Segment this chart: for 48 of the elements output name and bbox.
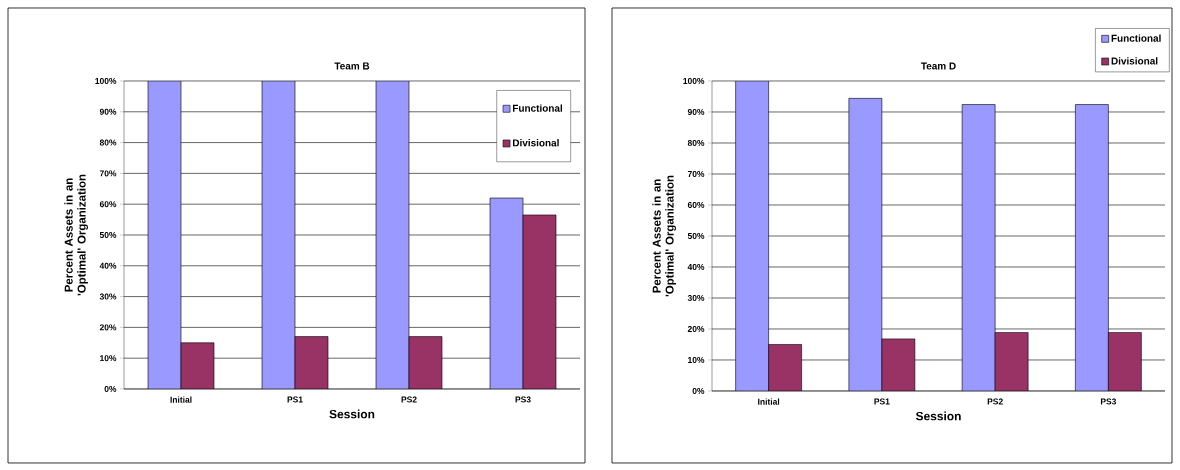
- x-tick-label: PS2: [987, 398, 1003, 405]
- bar: [375, 80, 410, 389]
- x-tick-label: Initial: [758, 398, 780, 405]
- y-tick-label: 20%: [99, 324, 117, 331]
- bar: [294, 336, 329, 389]
- legend-label: Divisional: [1111, 57, 1158, 65]
- y-tick-label: 20%: [687, 325, 705, 332]
- chart-title: Team B: [334, 62, 370, 70]
- legend-label: Divisional: [513, 139, 559, 147]
- x-tick-label: PS3: [1100, 398, 1117, 405]
- y-tick-label: 90%: [99, 108, 117, 115]
- y-tick-label: 40%: [687, 263, 705, 270]
- x-tick-label: Initial: [170, 396, 192, 403]
- y-tick-label: 30%: [687, 294, 705, 301]
- x-axis-title: Session: [329, 409, 375, 419]
- y-tick-label: 30%: [99, 293, 117, 300]
- bar: [522, 214, 557, 389]
- y-tick-label: 60%: [99, 201, 117, 208]
- y-tick-label: 50%: [99, 231, 117, 238]
- y-tick-label: 10%: [100, 355, 117, 362]
- y-tick-label: 100%: [683, 77, 705, 84]
- bar: [147, 80, 182, 389]
- chart-title: Team D: [920, 62, 956, 70]
- y-tick-label: 50%: [687, 232, 705, 239]
- x-axis-title: Session: [915, 411, 961, 421]
- y-tick-label: 40%: [99, 262, 117, 269]
- y-tick-label: 0%: [104, 385, 117, 392]
- y-axis-title: Percent Assets in an 'Optimal' Organization: [652, 175, 676, 297]
- x-tick-label: PS1: [874, 398, 890, 405]
- x-tick-label: PS3: [515, 396, 531, 403]
- y-tick-label: 80%: [99, 139, 117, 146]
- bar: [261, 80, 296, 389]
- y-tick-label: 80%: [687, 139, 705, 146]
- legend-label: Functional: [513, 104, 562, 112]
- y-tick-label: 70%: [99, 170, 117, 177]
- y-tick-label: 90%: [687, 108, 705, 115]
- legend-label: Functional: [1111, 34, 1161, 42]
- bar: [180, 342, 215, 389]
- x-tick-label: PS2: [401, 396, 417, 403]
- y-tick-label: 60%: [687, 201, 705, 208]
- y-tick-label: 70%: [687, 170, 705, 177]
- bar: [408, 336, 443, 389]
- y-tick-label: 0%: [692, 387, 705, 394]
- x-tick-label: PS1: [287, 396, 303, 403]
- y-tick-label: 10%: [688, 356, 705, 363]
- bar: [489, 197, 524, 389]
- y-tick-label: 100%: [95, 77, 117, 84]
- y-axis-title: Percent Assets in an 'Optimal' Organization: [64, 174, 88, 296]
